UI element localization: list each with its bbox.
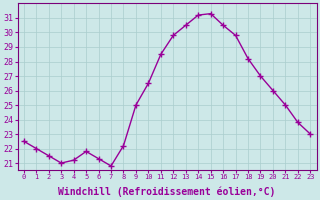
X-axis label: Windchill (Refroidissement éolien,°C): Windchill (Refroidissement éolien,°C): [58, 186, 276, 197]
